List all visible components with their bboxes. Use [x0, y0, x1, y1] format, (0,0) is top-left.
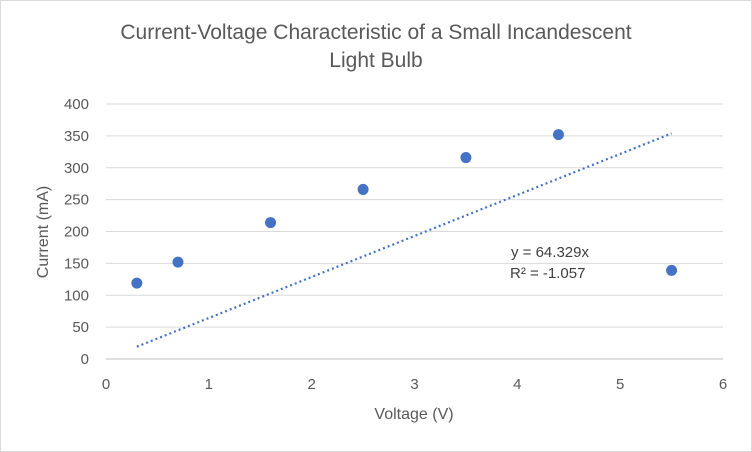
gridlines: [106, 103, 723, 360]
trendline-r-squared: R² = -1.057: [510, 265, 585, 282]
chart-title-line-1: Current-Voltage Characteristic of a Smal…: [120, 21, 632, 44]
data-point: [460, 152, 472, 164]
y-tick-labels: 0 50 100 150 200 250 300 350 400: [64, 96, 89, 368]
y-tick-label: 200: [64, 224, 89, 241]
y-tick-label: 0: [81, 351, 89, 368]
y-axis-title: Current (mA): [35, 186, 52, 278]
data-point: [552, 129, 564, 141]
y-tick-label: 100: [64, 287, 89, 304]
chart-title: Current-Voltage Characteristic of a Smal…: [1, 19, 751, 75]
y-tick-label: 400: [64, 96, 89, 113]
data-point: [131, 277, 143, 289]
y-tick-label: 300: [64, 160, 89, 177]
x-tick-labels: 0 1 2 3 4 5 6: [102, 376, 727, 393]
x-tick-label: 5: [616, 376, 624, 393]
x-tick-label: 4: [513, 376, 521, 393]
x-tick-label: 3: [410, 376, 418, 393]
x-tick-label: 2: [307, 376, 315, 393]
trendline: [136, 132, 672, 348]
trendline-equation: y = 64.329x: [511, 244, 589, 261]
y-tick-label: 50: [72, 319, 89, 336]
y-tick-label: 150: [64, 255, 89, 272]
data-points: [131, 129, 678, 289]
y-tick-label: 250: [64, 192, 89, 209]
data-point: [666, 264, 678, 276]
x-tick-label: 6: [719, 376, 727, 393]
chart-title-line-2: Light Bulb: [329, 49, 423, 72]
data-point: [265, 217, 277, 229]
x-tick-label: 0: [102, 376, 110, 393]
data-point: [357, 183, 369, 195]
x-tick-label: 1: [205, 376, 213, 393]
data-point: [172, 256, 184, 268]
y-tick-label: 350: [64, 128, 89, 145]
x-axis-title: Voltage (V): [374, 406, 453, 423]
